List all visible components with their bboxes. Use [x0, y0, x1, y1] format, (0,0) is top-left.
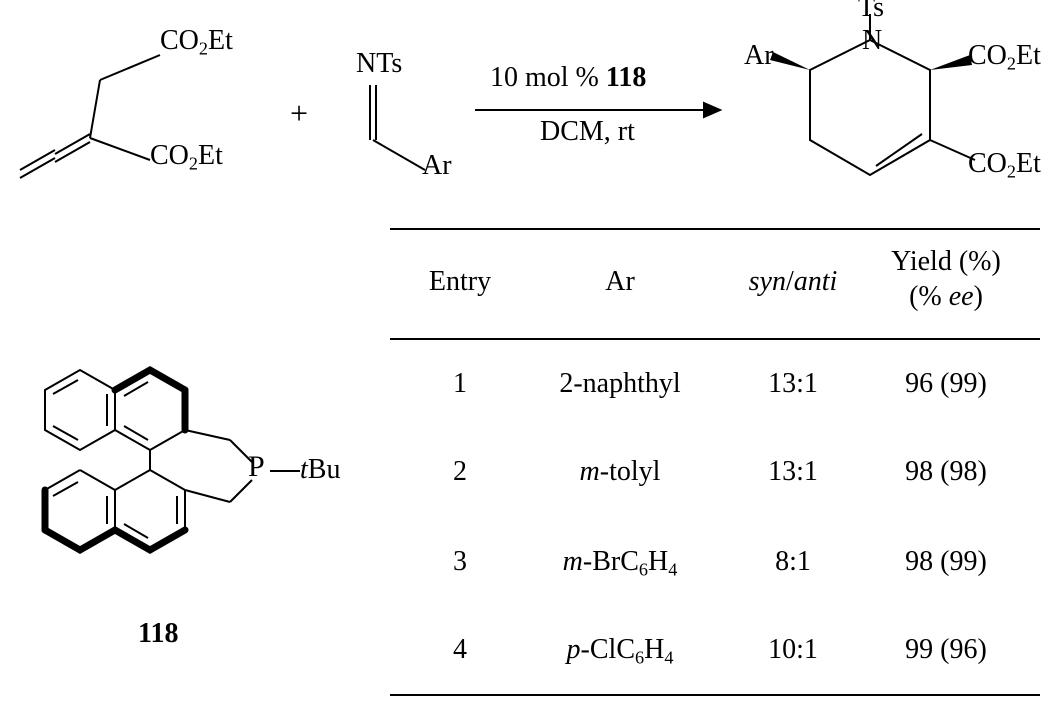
table-row: 13:1 — [728, 456, 858, 488]
table-row: 8:1 — [728, 546, 858, 578]
plus-sign: + — [290, 95, 308, 132]
table-header-rule — [390, 338, 1040, 340]
label-nts: NTs — [356, 48, 402, 80]
table-row: 99 (96) — [866, 634, 1026, 666]
table-row: 13:1 — [728, 368, 858, 400]
reaction-arrow — [475, 103, 720, 117]
th-yield: Yield (%) (% ee) — [866, 244, 1026, 314]
table-top-rule — [390, 228, 1040, 230]
table-row: 1 — [410, 368, 510, 400]
catalyst-number: 118 — [138, 618, 178, 650]
arrow-bottom-text: DCM, rt — [540, 116, 635, 148]
table-bottom-rule — [390, 694, 1040, 696]
table-row: 98 (99) — [866, 546, 1026, 578]
th-entry: Entry — [410, 266, 510, 298]
table-row: 96 (99) — [866, 368, 1026, 400]
table-row: 3 — [410, 546, 510, 578]
label-co2et-prod-b: CO2Et — [968, 148, 1041, 182]
label-p: P — [248, 450, 265, 484]
table-row: p-ClC6H4 — [530, 634, 710, 668]
th-synanti: syn/anti — [728, 266, 858, 298]
table-row: 2-naphthyl — [530, 368, 710, 400]
label-co2et-prod-a: CO2Et — [968, 40, 1041, 74]
label-ts: Ts — [858, 0, 884, 24]
imine — [370, 85, 425, 170]
table-row: 10:1 — [728, 634, 858, 666]
label-ar-product: Ar — [744, 40, 774, 72]
arrow-top-text: 10 mol % 118 — [490, 62, 646, 94]
reaction-scheme — [0, 0, 1050, 230]
label-ar-imine: Ar — [422, 150, 452, 182]
label-co2et-top: CO2Et — [160, 25, 233, 59]
table-row: 4 — [410, 634, 510, 666]
label-tbu: tBu — [300, 454, 340, 486]
table-row: 98 (98) — [866, 456, 1026, 488]
label-n: N — [862, 25, 882, 57]
table-row: m-BrC6H4 — [530, 546, 710, 580]
th-ar: Ar — [570, 266, 670, 298]
label-co2et-bottom: CO2Et — [150, 140, 223, 174]
table-row: m-tolyl — [530, 456, 710, 488]
allene-diester — [20, 55, 160, 178]
table-row: 2 — [410, 456, 510, 488]
